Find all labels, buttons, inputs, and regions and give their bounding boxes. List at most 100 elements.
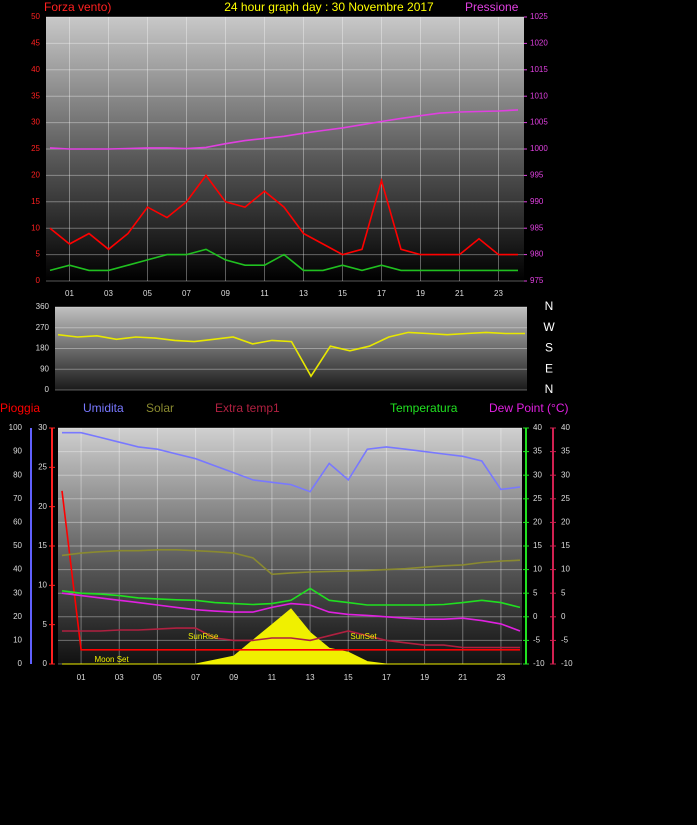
chart-title: 24 hour graph day : 30 Novembre 2017 bbox=[224, 0, 434, 14]
y-tick-label: 90 bbox=[40, 364, 49, 373]
legend-entry: Solar bbox=[146, 401, 174, 415]
y-tick-label: 25 bbox=[31, 144, 40, 153]
y-tick-label: 40 bbox=[31, 65, 40, 74]
y2-tick-label: 10 bbox=[533, 565, 542, 574]
y2-tick-label: 0 bbox=[533, 612, 538, 621]
x-tick-label: 21 bbox=[458, 673, 467, 682]
y2-tick-label: 1015 bbox=[530, 65, 548, 74]
x-tick-label: 05 bbox=[153, 673, 162, 682]
x-tick-label: 09 bbox=[229, 673, 238, 682]
x-tick-label: 07 bbox=[182, 289, 191, 298]
annotation: SunSet bbox=[350, 632, 377, 641]
y4-tick-label: -5 bbox=[561, 636, 569, 645]
x-tick-label: 01 bbox=[65, 289, 74, 298]
x-tick-label: 13 bbox=[299, 289, 308, 298]
y-tick-label: 20 bbox=[13, 612, 22, 621]
y4-tick-label: 10 bbox=[561, 565, 570, 574]
x-tick-label: 11 bbox=[268, 673, 277, 682]
y-tick-label: 360 bbox=[36, 302, 50, 311]
x-tick-label: 15 bbox=[344, 673, 353, 682]
y-tick-label: 45 bbox=[31, 39, 40, 48]
x-tick-label: 03 bbox=[104, 289, 113, 298]
y3-tick-label: 0 bbox=[43, 659, 48, 668]
y-tick-label: 180 bbox=[36, 344, 50, 353]
series-line bbox=[62, 431, 521, 493]
y-tick-label: 20 bbox=[31, 171, 40, 180]
y2-tick-label: 1000 bbox=[530, 144, 548, 153]
series-line bbox=[61, 490, 520, 651]
y2-tick-label: 1005 bbox=[530, 118, 548, 127]
x-tick-label: 15 bbox=[338, 289, 347, 298]
annotation: Moon Set bbox=[94, 655, 129, 664]
y4-tick-label: 25 bbox=[561, 494, 570, 503]
legend-entry: Dew Point (°C) bbox=[489, 401, 568, 415]
y2-tick-label: 1010 bbox=[530, 91, 548, 100]
x-tick-label: 19 bbox=[416, 289, 425, 298]
x-tick-label: 21 bbox=[455, 289, 464, 298]
x-tick-label: 09 bbox=[221, 289, 230, 298]
x-tick-label: 23 bbox=[496, 673, 505, 682]
series-line bbox=[61, 592, 521, 632]
y2-tick-label: 40 bbox=[533, 423, 542, 432]
y4-tick-label: 15 bbox=[561, 541, 570, 550]
y-tick-label: 30 bbox=[13, 588, 22, 597]
axis-title: Pressione bbox=[465, 0, 519, 14]
y2-tick-label: N bbox=[545, 299, 554, 313]
y3-tick-label: 15 bbox=[38, 541, 47, 550]
series-line bbox=[57, 331, 525, 378]
x-tick-label: 17 bbox=[377, 289, 386, 298]
x-tick-label: 07 bbox=[191, 673, 200, 682]
axis-title: Forza vento) bbox=[44, 0, 111, 14]
y4-tick-label: 0 bbox=[561, 612, 566, 621]
x-tick-label: 17 bbox=[382, 673, 391, 682]
y3-tick-label: 10 bbox=[38, 580, 47, 589]
y-tick-label: 60 bbox=[13, 518, 22, 527]
y2-tick-label: 35 bbox=[533, 447, 542, 456]
y2-tick-label: 980 bbox=[530, 250, 544, 259]
y2-tick-label: 25 bbox=[533, 494, 542, 503]
y-tick-label: 30 bbox=[31, 118, 40, 127]
y2-tick-label: 975 bbox=[530, 276, 544, 285]
series-line bbox=[62, 627, 520, 649]
y2-tick-label: 5 bbox=[533, 588, 538, 597]
x-tick-label: 05 bbox=[143, 289, 152, 298]
y4-tick-label: 40 bbox=[561, 423, 570, 432]
y4-tick-label: -10 bbox=[561, 659, 573, 668]
y2-tick-label: 985 bbox=[530, 223, 544, 232]
y-tick-label: 90 bbox=[13, 447, 22, 456]
y3-tick-label: 20 bbox=[38, 502, 47, 511]
y-tick-label: 5 bbox=[36, 250, 41, 259]
x-tick-label: 03 bbox=[115, 673, 124, 682]
y3-tick-label: 30 bbox=[38, 423, 47, 432]
x-tick-label: 23 bbox=[494, 289, 503, 298]
x-tick-label: 19 bbox=[420, 673, 429, 682]
annotation: SunRise bbox=[188, 632, 219, 641]
y-tick-label: 40 bbox=[13, 565, 22, 574]
y-tick-label: 70 bbox=[13, 494, 22, 503]
y4-tick-label: 35 bbox=[561, 447, 570, 456]
legend-entry: Extra temp1 bbox=[215, 401, 280, 415]
series-line bbox=[49, 248, 518, 272]
plot-area bbox=[55, 307, 527, 390]
y2-tick-label: 995 bbox=[530, 171, 544, 180]
series-line bbox=[49, 174, 518, 256]
x-tick-label: 13 bbox=[306, 673, 315, 682]
y2-tick-label: 30 bbox=[533, 470, 542, 479]
y2-tick-label: 15 bbox=[533, 541, 542, 550]
y2-tick-label: E bbox=[545, 361, 553, 375]
y-tick-label: 10 bbox=[13, 636, 22, 645]
y3-tick-label: 5 bbox=[43, 620, 48, 629]
y2-tick-label: -10 bbox=[533, 659, 545, 668]
series-area bbox=[62, 608, 520, 665]
x-tick-label: 11 bbox=[260, 289, 269, 298]
series-line bbox=[61, 587, 521, 609]
y-tick-label: 15 bbox=[31, 197, 40, 206]
y4-tick-label: 30 bbox=[561, 470, 570, 479]
series-line bbox=[49, 109, 519, 150]
y2-tick-label: -5 bbox=[533, 636, 541, 645]
legend-entry: Temperatura bbox=[390, 401, 458, 415]
y2-tick-label: 1020 bbox=[530, 39, 548, 48]
y-tick-label: 100 bbox=[9, 423, 23, 432]
y2-tick-label: W bbox=[543, 320, 555, 334]
